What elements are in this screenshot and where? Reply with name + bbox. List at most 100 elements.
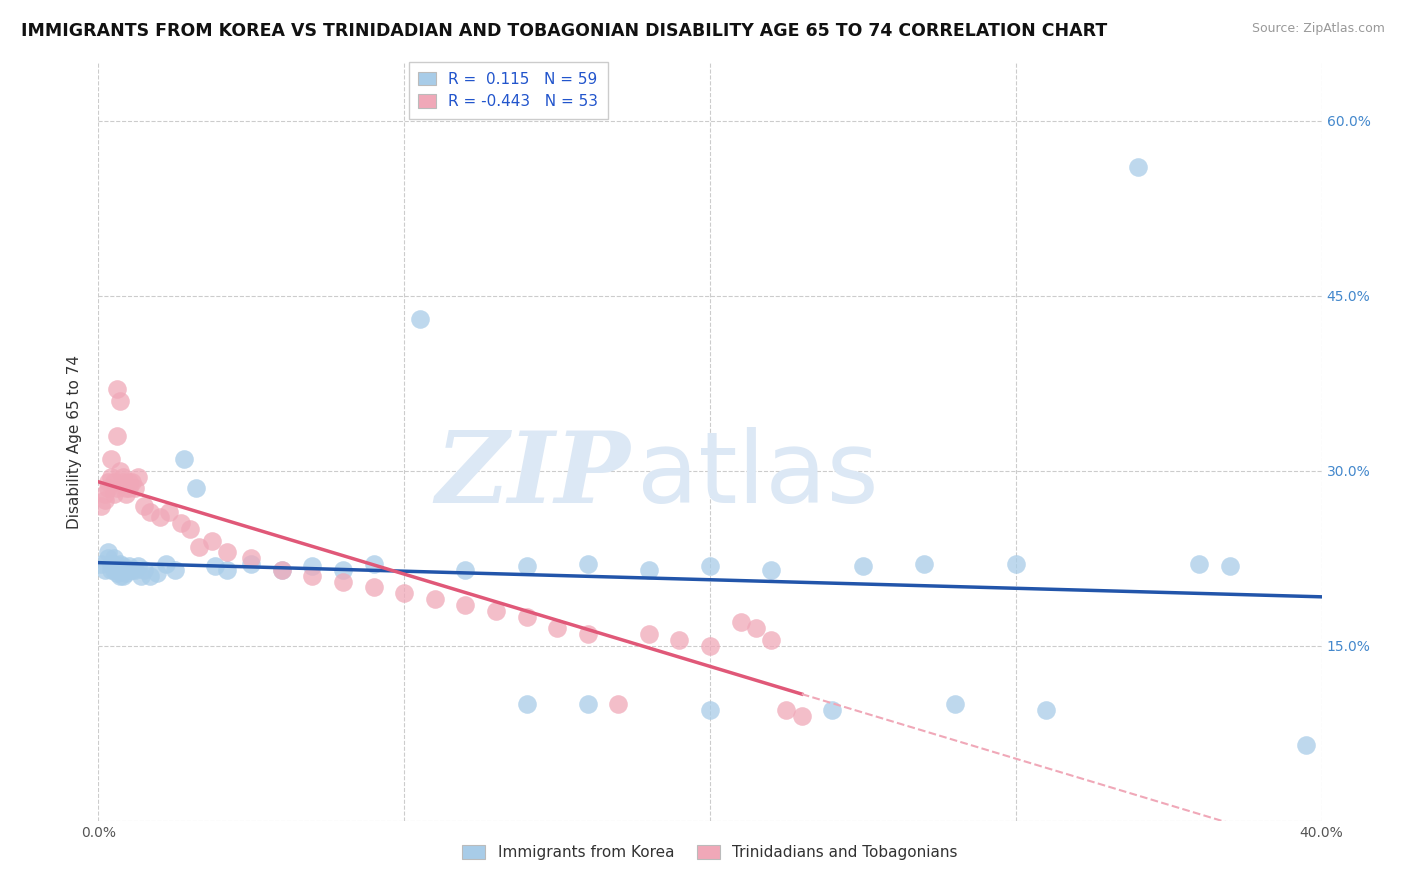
Point <box>730 615 752 630</box>
Text: ZIP: ZIP <box>436 427 630 524</box>
Point <box>127 469 149 483</box>
Point <box>111 469 134 483</box>
Point <box>129 568 152 582</box>
Point <box>93 563 115 577</box>
Point <box>127 559 149 574</box>
Point <box>100 469 122 483</box>
Point <box>108 393 131 408</box>
Point <box>699 639 721 653</box>
Point <box>134 499 156 513</box>
Point <box>775 703 797 717</box>
Point <box>139 568 162 582</box>
Point <box>699 559 721 574</box>
Y-axis label: Disability Age 65 to 74: Disability Age 65 to 74 <box>67 354 83 529</box>
Text: IMMIGRANTS FROM KOREA VS TRINIDADIAN AND TOBAGONIAN DISABILITY AGE 65 TO 74 CORR: IMMIGRANTS FROM KOREA VS TRINIDADIAN AND… <box>21 22 1108 40</box>
Point <box>637 563 661 577</box>
Point <box>852 559 875 574</box>
Point <box>105 563 128 577</box>
Point <box>118 559 141 574</box>
Text: Source: ZipAtlas.com: Source: ZipAtlas.com <box>1251 22 1385 36</box>
Point <box>607 697 630 711</box>
Point <box>546 621 568 635</box>
Point <box>105 428 128 442</box>
Point <box>745 621 768 635</box>
Point <box>90 557 112 571</box>
Point <box>1188 557 1211 571</box>
Point <box>108 557 131 571</box>
Point <box>134 563 156 577</box>
Point <box>163 563 186 577</box>
Point <box>170 516 193 531</box>
Legend: Immigrants from Korea, Trinidadians and Tobagonians: Immigrants from Korea, Trinidadians and … <box>457 838 963 866</box>
Point <box>179 522 201 536</box>
Point <box>759 563 782 577</box>
Point <box>301 568 323 582</box>
Point <box>1004 557 1026 571</box>
Point <box>115 563 138 577</box>
Point <box>139 504 162 518</box>
Point <box>105 481 128 495</box>
Point <box>576 697 599 711</box>
Point <box>97 475 120 490</box>
Point <box>516 559 538 574</box>
Point <box>186 481 208 495</box>
Point <box>103 551 125 566</box>
Point <box>516 697 538 711</box>
Point <box>149 510 172 524</box>
Point <box>173 452 195 467</box>
Point <box>332 563 354 577</box>
Text: atlas: atlas <box>637 427 879 524</box>
Point <box>576 627 599 641</box>
Point <box>1128 161 1150 175</box>
Point <box>576 557 599 571</box>
Point <box>97 545 120 559</box>
Point <box>240 551 263 566</box>
Point <box>111 568 134 582</box>
Point <box>790 708 813 723</box>
Point <box>124 563 146 577</box>
Point <box>1219 559 1241 574</box>
Point <box>108 563 131 577</box>
Point <box>97 551 120 566</box>
Point <box>301 559 323 574</box>
Point <box>408 312 430 326</box>
Point <box>90 499 112 513</box>
Point <box>240 557 263 571</box>
Point <box>699 703 721 717</box>
Point <box>759 632 782 647</box>
Point <box>454 563 477 577</box>
Point <box>105 566 128 581</box>
Point <box>1035 703 1057 717</box>
Point <box>363 557 385 571</box>
Point <box>103 475 125 490</box>
Point <box>204 559 226 574</box>
Point <box>485 604 508 618</box>
Point <box>115 487 138 501</box>
Point <box>100 452 122 467</box>
Point <box>103 557 125 571</box>
Point <box>93 492 115 507</box>
Point <box>105 382 128 396</box>
Point <box>108 568 131 582</box>
Point <box>516 609 538 624</box>
Point <box>121 563 143 577</box>
Point <box>103 563 125 577</box>
Point <box>270 563 292 577</box>
Point <box>118 481 141 495</box>
Point <box>215 545 238 559</box>
Point <box>115 566 138 581</box>
Point <box>124 481 146 495</box>
Point <box>188 540 211 554</box>
Point <box>105 559 128 574</box>
Point <box>215 563 238 577</box>
Point <box>103 487 125 501</box>
Point <box>392 586 416 600</box>
Point <box>1295 738 1317 752</box>
Point <box>97 481 120 495</box>
Point <box>93 487 115 501</box>
Point <box>115 481 138 495</box>
Point <box>157 504 180 518</box>
Point <box>821 703 844 717</box>
Point <box>118 475 141 490</box>
Point <box>118 563 141 577</box>
